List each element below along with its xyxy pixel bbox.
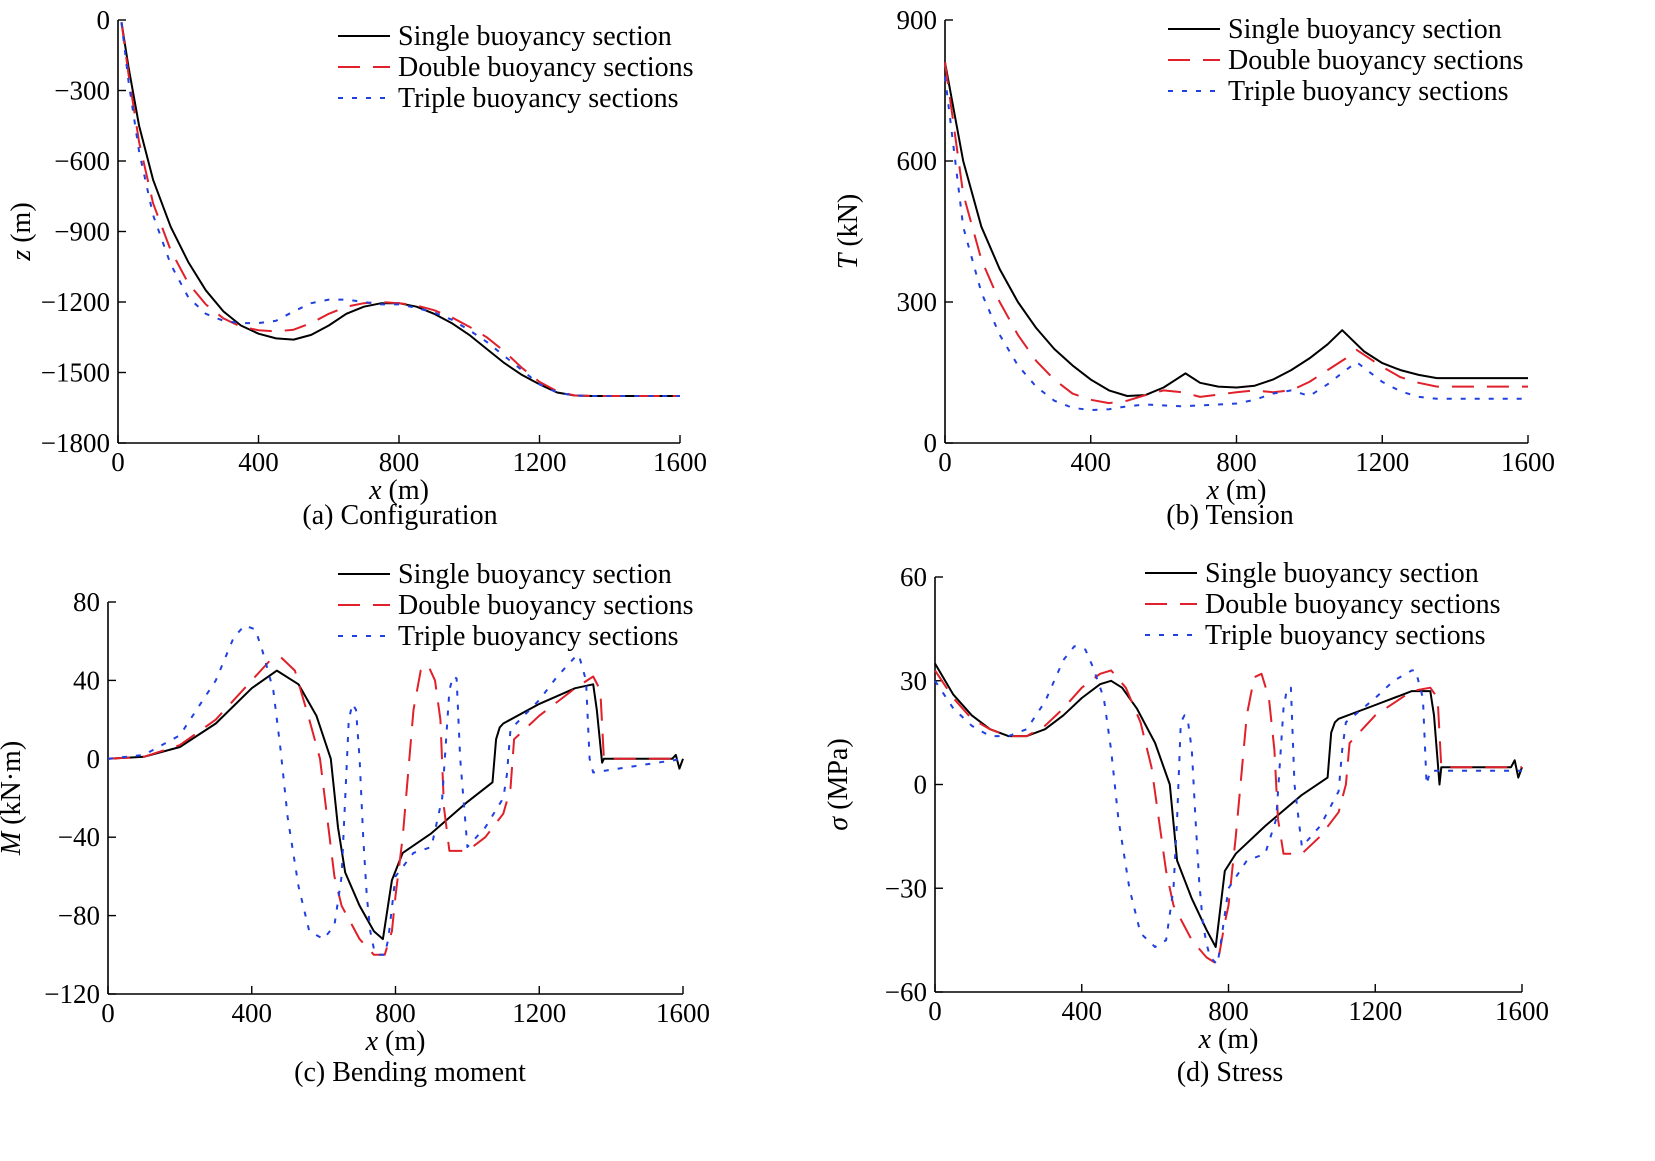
series-line	[944, 76, 1528, 412]
legend-label: Single buoyancy section	[398, 559, 672, 590]
x-axis-label-unit: (m)	[382, 475, 429, 506]
x-tick-label: 400	[1062, 996, 1103, 1026]
series-line	[944, 62, 1528, 405]
y-tick-label: −60	[885, 977, 927, 1007]
panel-caption: (b) Tension	[1166, 500, 1293, 531]
y-tick-label: −300	[54, 76, 110, 106]
x-axis-label-unit: (m)	[1219, 475, 1266, 506]
y-axis-label-unit: (kN·m)	[0, 741, 27, 832]
x-tick-label: 1200	[1355, 447, 1409, 477]
x-axis-label: x (m)	[368, 475, 429, 506]
x-tick-label: 1600	[656, 998, 710, 1028]
x-tick-label: 800	[1208, 996, 1249, 1026]
y-axis-label-variable: z	[6, 250, 37, 262]
x-axis-label-variable: x	[368, 475, 382, 506]
legend-label: Triple buoyancy sections	[1205, 620, 1486, 651]
y-axis-label-variable: M	[0, 830, 27, 856]
y-tick-label: −40	[58, 822, 100, 852]
legend-label: Single buoyancy section	[1228, 14, 1502, 45]
y-tick-label: 0	[924, 428, 938, 458]
y-tick-label: 80	[73, 587, 100, 617]
series-line	[934, 669, 1522, 966]
x-tick-label: 0	[101, 998, 115, 1028]
x-tick-label: 1200	[1348, 996, 1402, 1026]
y-tick-label: 40	[73, 665, 100, 695]
x-tick-label: 800	[375, 998, 416, 1028]
legend-label: Double buoyancy sections	[398, 590, 694, 621]
y-axis-label: M (kN·m)	[0, 741, 27, 856]
x-tick-label: 1200	[512, 998, 566, 1028]
y-tick-label: 60	[900, 562, 927, 592]
y-axis-label: T (kN)	[833, 194, 864, 269]
x-axis-label-variable: x	[1206, 475, 1220, 506]
legend-label: Double buoyancy sections	[1205, 589, 1501, 620]
y-tick-label: −30	[885, 873, 927, 903]
x-tick-label: 400	[1071, 447, 1112, 477]
x-tick-label: 800	[379, 447, 420, 477]
y-tick-label: −600	[54, 146, 110, 176]
series-line	[934, 662, 1523, 948]
x-tick-label: 0	[938, 447, 952, 477]
x-tick-label: 0	[928, 996, 942, 1026]
y-tick-label: 0	[87, 744, 101, 774]
x-axis-label-variable: x	[1198, 1024, 1212, 1055]
legend-label: Triple buoyancy sections	[398, 83, 679, 114]
y-tick-label: −1500	[41, 358, 110, 388]
panel-caption: (d) Stress	[1177, 1057, 1284, 1088]
series-line	[934, 645, 1522, 966]
legend-label: Single buoyancy section	[1205, 558, 1479, 589]
series-line	[120, 22, 680, 397]
x-axis-label-variable: x	[365, 1026, 379, 1057]
y-axis-label-unit: (MPa)	[823, 738, 854, 817]
y-axis-label-unit: (m)	[6, 202, 37, 249]
x-tick-label: 1200	[513, 447, 567, 477]
x-tick-label: 0	[111, 447, 125, 477]
legend-label: Double buoyancy sections	[398, 52, 694, 83]
legend-label: Double buoyancy sections	[1228, 45, 1524, 76]
y-tick-label: 600	[897, 146, 938, 176]
panel-tension: 0 300 600 900 0 400 800 1200 1600 x (m) T (kN) (b) …	[833, 5, 1555, 531]
y-tick-label: 30	[900, 666, 927, 696]
y-tick-label: −80	[58, 901, 100, 931]
y-tick-label: 900	[897, 5, 938, 35]
x-tick-label: 1600	[653, 447, 707, 477]
x-axis-label: x (m)	[365, 1026, 426, 1057]
x-axis-label: x (m)	[1206, 475, 1267, 506]
legend-label: Single buoyancy section	[398, 21, 672, 52]
y-tick-label: 300	[897, 287, 938, 317]
panel-caption: (c) Bending moment	[294, 1057, 526, 1088]
x-tick-label: 1600	[1495, 996, 1549, 1026]
y-tick-label: −120	[44, 979, 100, 1009]
series-line	[120, 22, 680, 397]
x-axis-label-unit: (m)	[1211, 1024, 1258, 1055]
y-axis-label-variable: T	[833, 251, 864, 269]
y-axis-label: z (m)	[6, 202, 37, 261]
x-tick-label: 400	[232, 998, 273, 1028]
y-axis-label-unit: (kN)	[833, 194, 864, 254]
y-tick-label: 0	[97, 5, 111, 35]
series-line	[107, 655, 683, 956]
x-axis-label-unit: (m)	[378, 1026, 425, 1057]
series-line	[944, 62, 1528, 397]
panel-caption: (a) Configuration	[302, 500, 497, 531]
x-axis-label: x (m)	[1198, 1024, 1259, 1055]
x-tick-label: 400	[238, 447, 279, 477]
legend-label: Triple buoyancy sections	[398, 621, 679, 652]
series-line	[107, 624, 684, 956]
y-axis-label-variable: σ	[823, 816, 854, 831]
y-axis-label: σ (MPa)	[823, 738, 854, 830]
legend-label: Triple buoyancy sections	[1228, 76, 1509, 107]
y-tick-label: −900	[54, 217, 110, 247]
series-line	[107, 669, 684, 941]
y-tick-label: −1200	[41, 287, 110, 317]
x-tick-label: 1600	[1501, 447, 1555, 477]
y-tick-label: −1800	[41, 428, 110, 458]
y-tick-label: 0	[914, 770, 928, 800]
x-tick-label: 800	[1216, 447, 1257, 477]
